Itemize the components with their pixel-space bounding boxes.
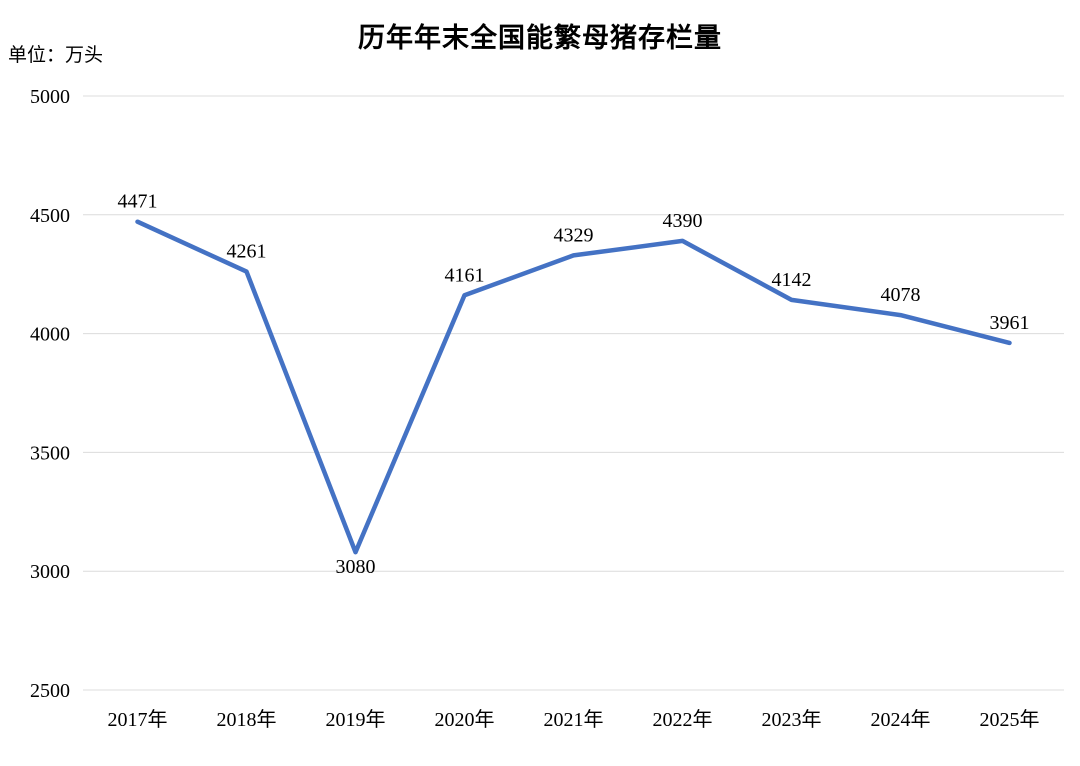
y-axis-tick-label: 4500: [30, 205, 70, 227]
y-axis-tick-label: 3000: [30, 561, 70, 583]
x-axis-label: 2022年: [653, 708, 713, 731]
data-label: 4471: [118, 191, 158, 213]
x-axis-label: 2020年: [435, 708, 495, 731]
unit-label: 单位：万头: [8, 45, 104, 66]
x-axis-label: 2024年: [871, 708, 931, 731]
data-label: 4261: [227, 241, 267, 263]
data-label: 4142: [772, 269, 812, 291]
y-axis-tick-label: 3500: [30, 442, 70, 464]
x-axis-label: 2017年: [108, 708, 168, 731]
x-axis-label: 2025年: [980, 708, 1040, 731]
data-label: 4390: [663, 210, 703, 232]
y-axis-tick-label: 5000: [30, 86, 70, 108]
chart-title: 历年年末全国能繁母猪存栏量: [358, 23, 722, 53]
data-label: 4078: [881, 284, 921, 306]
data-label: 3080: [336, 556, 376, 578]
y-axis-tick-label: 2500: [30, 680, 70, 702]
x-axis-label: 2018年: [217, 708, 277, 731]
x-axis-label: 2019年: [326, 708, 386, 731]
y-axis-tick-label: 4000: [30, 324, 70, 346]
data-label: 4161: [445, 264, 485, 286]
data-label: 4329: [554, 224, 594, 246]
x-axis-label: 2021年: [544, 708, 604, 731]
x-axis-label: 2023年: [762, 708, 822, 731]
data-label: 3961: [990, 312, 1030, 334]
series-line: [135, 219, 1012, 555]
